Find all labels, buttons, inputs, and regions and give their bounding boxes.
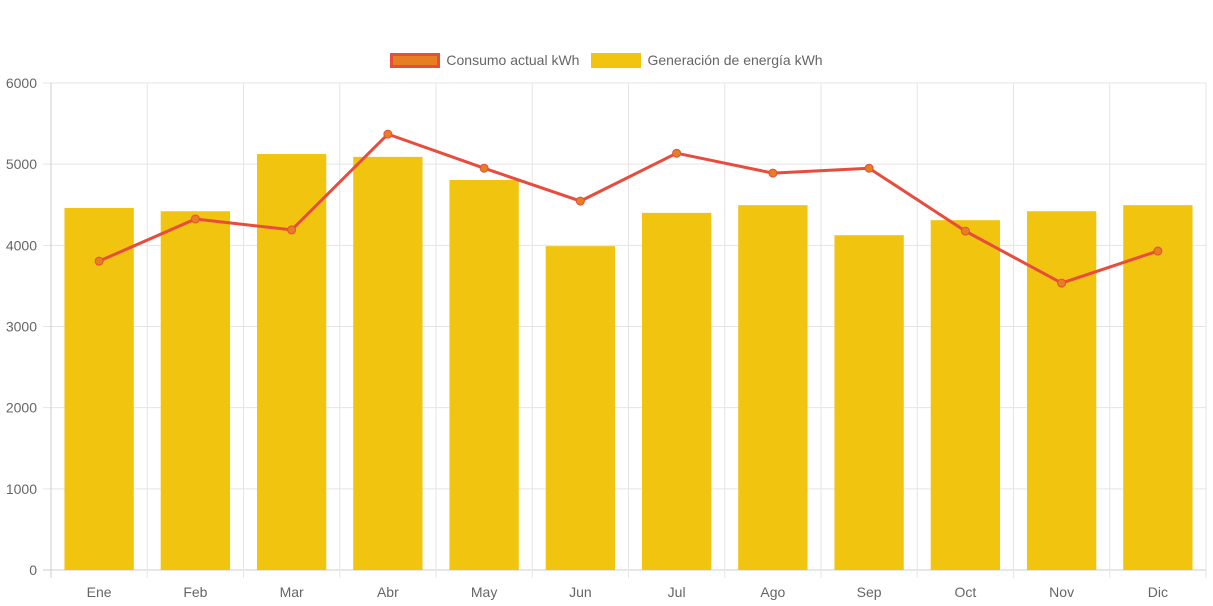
axes: 0 1000 2000 3000 4000 5000 6000 Ene Feb Mar Abr May…: [6, 75, 1168, 600]
bar-ago: [738, 205, 808, 571]
x-tick-label: Dic: [1148, 584, 1168, 600]
x-tick-label: Jul: [668, 584, 686, 600]
x-tick-label: Ene: [87, 584, 112, 600]
bar-jul: [641, 212, 712, 570]
point-dic: [1153, 246, 1163, 256]
y-tick-label: 3000: [6, 319, 37, 335]
point-oct: [960, 226, 970, 236]
bar-may: [449, 179, 519, 570]
point-nov: [1057, 278, 1067, 288]
point-ene: [94, 256, 104, 266]
bar-ene: [64, 207, 134, 570]
x-tick-label: Nov: [1049, 584, 1074, 600]
x-tick-label: Ago: [760, 584, 785, 600]
point-mar: [287, 225, 297, 235]
y-tick-label: 4000: [6, 237, 37, 253]
y-tick-label: 1000: [6, 481, 37, 497]
point-feb: [190, 214, 200, 224]
grid-lines: [43, 82, 1207, 578]
point-jul: [672, 148, 682, 158]
bar-nov: [1026, 211, 1097, 570]
x-tick-label: Feb: [183, 584, 207, 600]
point-jun: [575, 196, 585, 206]
x-tick-label: Sep: [857, 584, 882, 600]
chart-legend: Consumo actual kWh Generación de energía…: [0, 52, 1213, 68]
bar-jun: [545, 246, 616, 570]
bar-mar: [256, 154, 327, 571]
legend-swatch-consumo: [390, 52, 441, 68]
y-tick-label: 5000: [6, 156, 37, 172]
bar-oct: [930, 220, 1001, 570]
x-tick-label: May: [471, 584, 497, 600]
point-sep: [864, 163, 874, 173]
y-tick-label: 6000: [6, 75, 37, 91]
y-tick-label: 0: [29, 562, 37, 578]
bar-abr: [353, 156, 423, 570]
consumo-line: [98, 132, 1159, 285]
legend-item-consumo[interactable]: Consumo actual kWh: [390, 52, 579, 68]
x-tick-label: Mar: [280, 584, 304, 600]
bar-dic: [1123, 205, 1193, 571]
y-tick-label: 2000: [6, 400, 37, 416]
x-tick-label: Jun: [569, 584, 592, 600]
bar-sep: [834, 235, 904, 570]
legend-label-consumo: Consumo actual kWh: [446, 52, 580, 68]
bar-series-generacion: [64, 154, 1193, 571]
legend-item-generacion[interactable]: Generación de energía kWh: [591, 52, 823, 68]
legend-swatch-generacion: [591, 52, 642, 68]
x-tick-label: Abr: [377, 584, 399, 600]
point-ago: [768, 168, 778, 178]
legend-label-generacion: Generación de energía kWh: [647, 52, 823, 68]
point-abr: [383, 129, 393, 139]
bar-feb: [160, 211, 231, 570]
point-may: [479, 163, 489, 173]
x-tick-label: Oct: [954, 584, 976, 600]
line-series-consumo: [94, 129, 1163, 288]
